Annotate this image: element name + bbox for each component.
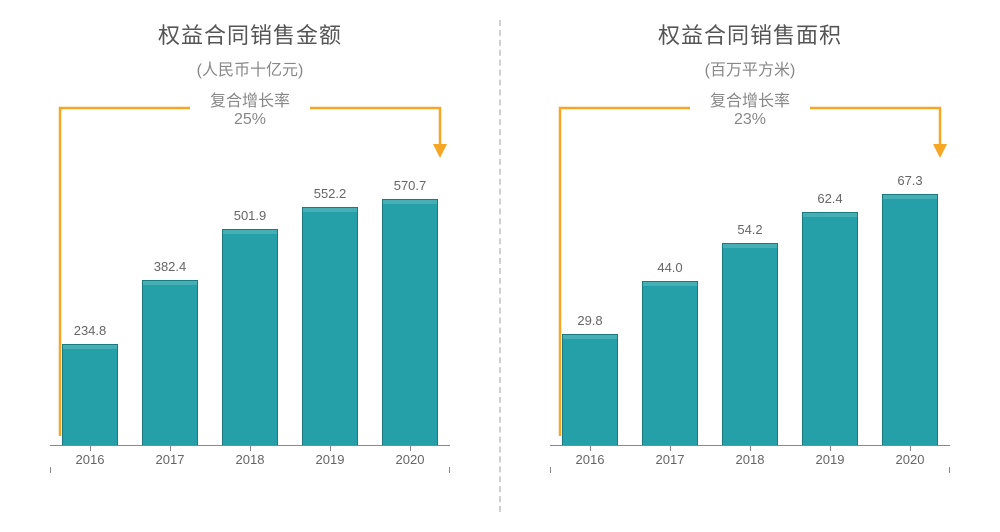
axis-tick xyxy=(410,445,411,451)
dual-chart-container: 权益合同销售金额 (人民币十亿元) 复合增长率 25% 234.8 382.4 50… xyxy=(0,0,1000,532)
bracket-right-arrow-icon xyxy=(810,106,950,166)
bar xyxy=(722,243,778,445)
bar xyxy=(222,229,278,445)
axis-tick xyxy=(50,467,51,473)
axis-tick xyxy=(449,467,450,473)
right-cagr-bracket: 复合增长率 23% xyxy=(550,92,950,162)
bar-group: 501.9 xyxy=(210,166,290,445)
bar xyxy=(802,212,858,445)
bar xyxy=(562,334,618,445)
axis-tick xyxy=(90,445,91,451)
left-panel: 权益合同销售金额 (人民币十亿元) 复合增长率 25% 234.8 382.4 50… xyxy=(0,0,500,532)
left-x-axis: 20162017201820192020 xyxy=(50,452,450,467)
axis-tick xyxy=(550,467,551,473)
x-axis-label: 2017 xyxy=(630,452,710,467)
axis-tick xyxy=(670,445,671,451)
axis-tick xyxy=(949,467,950,473)
bar-group: 382.4 xyxy=(130,166,210,445)
axis-tick xyxy=(910,445,911,451)
bar-value-label: 570.7 xyxy=(394,178,427,193)
bar-group: 44.0 xyxy=(630,166,710,445)
x-axis-label: 2016 xyxy=(50,452,130,467)
right-bars: 29.8 44.0 54.2 62.4 67.3 xyxy=(550,166,950,446)
bar-value-label: 29.8 xyxy=(577,313,602,328)
right-chart-subtitle: (百万平方米) xyxy=(705,56,796,80)
bar-value-label: 552.2 xyxy=(314,186,347,201)
left-chart-subtitle: (人民币十亿元) xyxy=(197,56,304,80)
axis-tick xyxy=(830,445,831,451)
bar-value-label: 54.2 xyxy=(737,222,762,237)
bar-group: 552.2 xyxy=(290,166,370,445)
axis-tick xyxy=(590,445,591,451)
left-chart-title: 权益合同销售金额 xyxy=(158,18,342,50)
x-axis-label: 2018 xyxy=(710,452,790,467)
right-chart-title: 权益合同销售面积 xyxy=(658,18,842,50)
bar-group: 29.8 xyxy=(550,166,630,445)
bar xyxy=(642,281,698,445)
bracket-right-arrow-icon xyxy=(310,106,450,166)
axis-tick xyxy=(250,445,251,451)
bar-group: 67.3 xyxy=(870,166,950,445)
left-bars: 234.8 382.4 501.9 552.2 570.7 xyxy=(50,166,450,446)
x-axis-label: 2017 xyxy=(130,452,210,467)
right-chart-area: 29.8 44.0 54.2 62.4 67.3 2016201720182019202… xyxy=(550,166,950,467)
bar-group: 234.8 xyxy=(50,166,130,445)
bar-value-label: 501.9 xyxy=(234,208,267,223)
bar xyxy=(382,199,438,445)
axis-tick xyxy=(330,445,331,451)
x-axis-label: 2019 xyxy=(290,452,370,467)
x-axis-label: 2016 xyxy=(550,452,630,467)
right-panel: 权益合同销售面积 (百万平方米) 复合增长率 23% 29.8 44.0 54.2 6… xyxy=(500,0,1000,532)
axis-tick xyxy=(750,445,751,451)
bar-group: 54.2 xyxy=(710,166,790,445)
bar-value-label: 62.4 xyxy=(817,191,842,206)
bar-group: 62.4 xyxy=(790,166,870,445)
bar-value-label: 382.4 xyxy=(154,259,187,274)
right-x-axis: 20162017201820192020 xyxy=(550,452,950,467)
bar xyxy=(62,344,118,445)
axis-tick xyxy=(170,445,171,451)
x-axis-label: 2018 xyxy=(210,452,290,467)
bar-value-label: 234.8 xyxy=(74,323,107,338)
left-chart-area: 234.8382.4501.9552.2570.7 20162017201820… xyxy=(50,166,450,467)
bar-value-label: 67.3 xyxy=(897,173,922,188)
left-cagr-bracket: 复合增长率 25% xyxy=(50,92,450,162)
bar xyxy=(882,194,938,445)
bar xyxy=(142,280,198,445)
bar-value-label: 44.0 xyxy=(657,260,682,275)
x-axis-label: 2019 xyxy=(790,452,870,467)
vertical-divider xyxy=(499,20,501,512)
x-axis-label: 2020 xyxy=(870,452,950,467)
bar-group: 570.7 xyxy=(370,166,450,445)
bar xyxy=(302,207,358,445)
x-axis-label: 2020 xyxy=(370,452,450,467)
